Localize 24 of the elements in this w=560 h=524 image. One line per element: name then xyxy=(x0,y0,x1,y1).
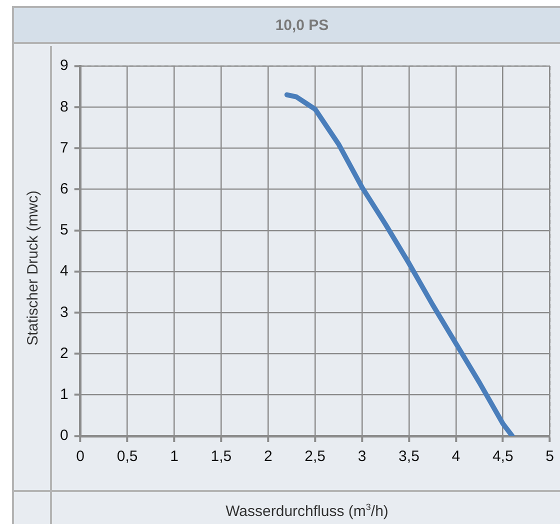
y-tick-label: 4 xyxy=(60,262,68,280)
x-tick-label: 5 xyxy=(546,448,554,466)
y-tick-label: 2 xyxy=(60,344,68,362)
y-tick-label: 0 xyxy=(60,427,68,444)
x-axis-title: Wasserdurchfluss (m$^{3}$/h) xyxy=(226,502,388,520)
chart-title: 10,0 PS xyxy=(275,17,329,34)
y-tick-label: 8 xyxy=(60,98,68,116)
y-tick-label: 6 xyxy=(60,180,68,198)
x-tick-label: 4,5 xyxy=(492,448,514,466)
x-tick-label: 0,5 xyxy=(116,448,138,466)
y-tick-label: 7 xyxy=(60,139,68,156)
x-tick-label: 1 xyxy=(170,448,178,466)
x-tick-label: 2 xyxy=(264,448,272,466)
y-axis-title: Statischer Druck (mwc) xyxy=(24,190,42,346)
y-tick-label: 5 xyxy=(60,222,68,239)
x-tick-label: 1,5 xyxy=(210,448,232,466)
x-tick-label: 4 xyxy=(452,448,460,466)
x-tick-label: 3 xyxy=(358,448,366,466)
y-tick-label: 1 xyxy=(60,386,68,404)
y-tick-label: 9 xyxy=(60,57,68,74)
x-tick-label: 3,5 xyxy=(398,448,420,466)
x-tick-label: 0 xyxy=(76,448,85,466)
x-tick-label: 2,5 xyxy=(304,448,326,466)
y-tick-label: 3 xyxy=(60,304,68,321)
